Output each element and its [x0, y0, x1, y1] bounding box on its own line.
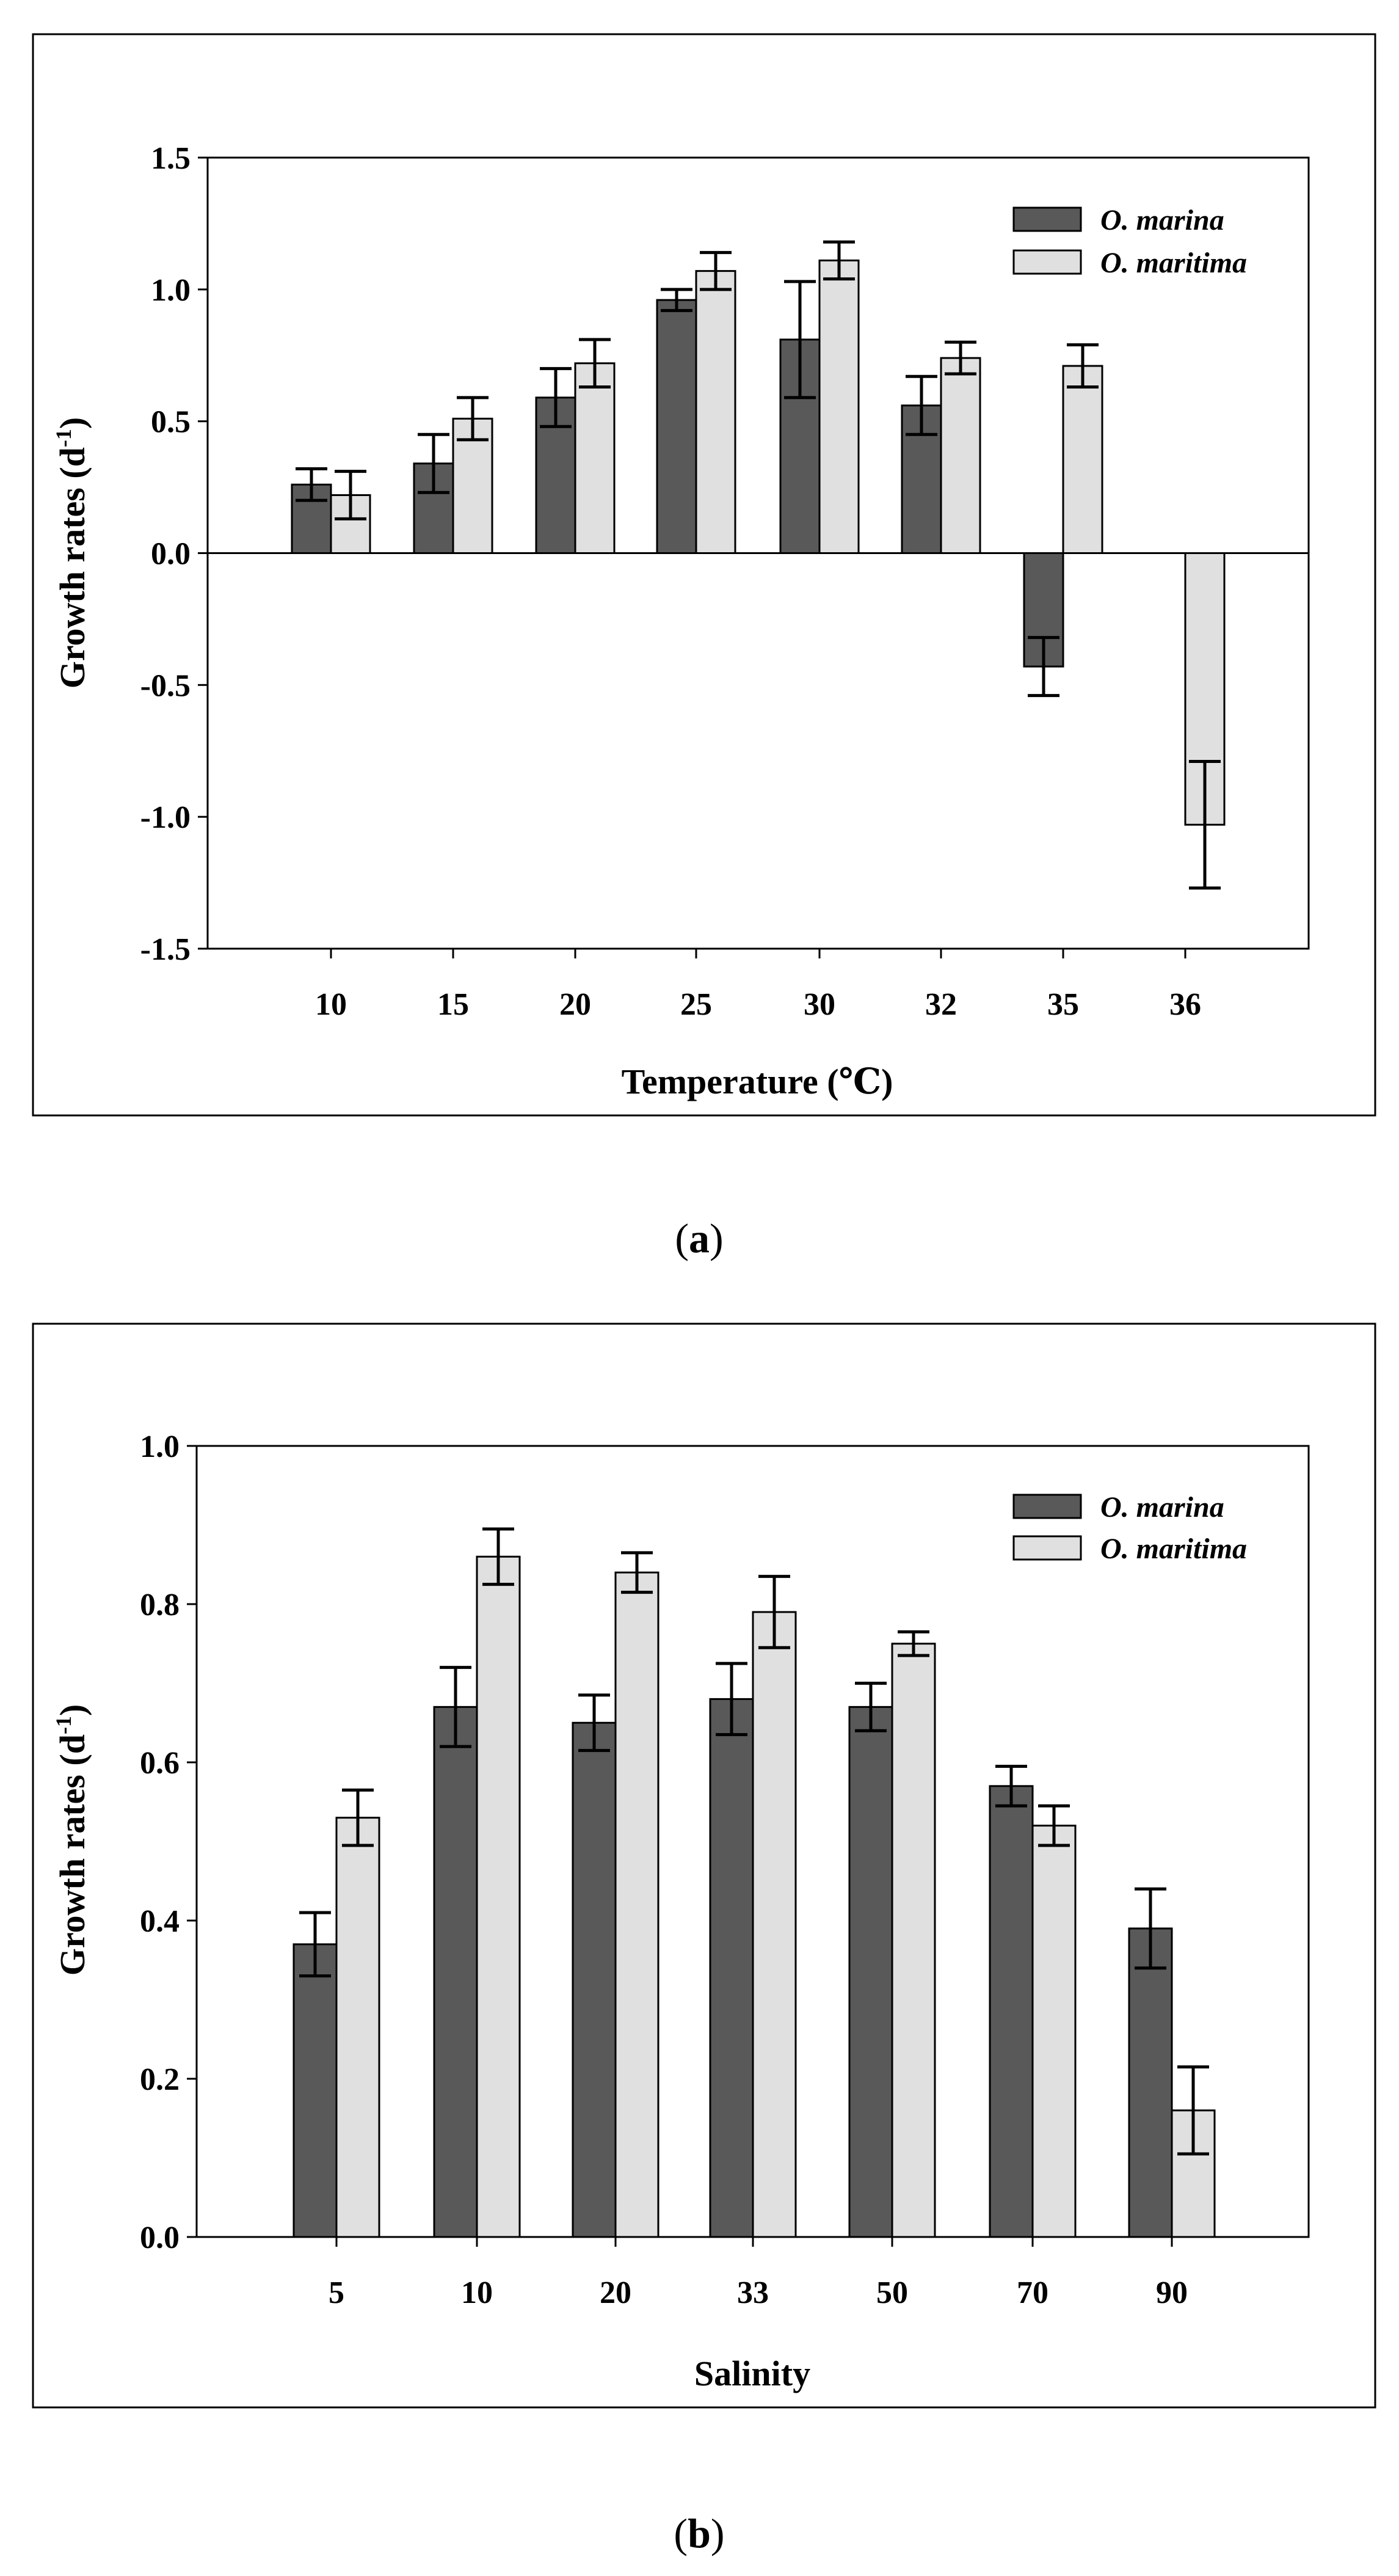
chart-panel-a: -1.5 -1.0 -0.5 0.0 0.5 1.0 1.5 10 15 20 25 30 32 35 3…: [33, 34, 1375, 1115]
b-x-tick-label: 20: [600, 2275, 631, 2310]
a-bar-series2: [575, 363, 614, 553]
panel-b-y-axis-title: Growth rates (d-1): [51, 1704, 92, 1976]
panel-a-y-axis-title: Growth rates (d-1): [51, 417, 92, 689]
b-bar-series2: [477, 1556, 520, 2237]
legend-a-swatch-series1: [1014, 208, 1081, 231]
a-bar-series2: [819, 260, 859, 553]
panel-a-frame: [33, 34, 1375, 1115]
a-bar-series2: [696, 271, 735, 553]
b-bar-series1: [573, 1723, 616, 2237]
legend-a-label-series1: O. marina: [1100, 204, 1224, 236]
a-y-tick-label: -1.0: [140, 800, 191, 835]
legend-b-swatch-series2: [1014, 1536, 1081, 1560]
b-y-tick-label: 0.2: [140, 2062, 180, 2097]
b-x-tick-label: 5: [329, 2275, 344, 2310]
b-bar-series2: [616, 1572, 658, 2237]
b-y-tick-label: 0.4: [140, 1904, 180, 1939]
a-x-tick-label: 25: [680, 987, 712, 1022]
a-y-tick-label: 0.5: [151, 405, 191, 440]
panel-b-x-axis-title: Salinity: [694, 2354, 810, 2393]
a-x-tick-label: 15: [437, 987, 469, 1022]
a-x-tick-label: 32: [925, 987, 957, 1022]
a-y-tick-label: 1.0: [151, 273, 191, 308]
b-bar-series1: [434, 1707, 477, 2237]
a-y-tick-label: -1.5: [140, 932, 191, 967]
legend-a-label-series2: O. maritima: [1100, 247, 1247, 279]
b-x-tick-label: 70: [1017, 2275, 1048, 2310]
a-y-tick-label: -0.5: [140, 668, 191, 703]
panel-label-b: (b): [674, 2510, 724, 2556]
b-bar-series2: [1033, 1826, 1075, 2237]
a-x-tick-label: 35: [1047, 987, 1079, 1022]
panel-b-frame: [33, 1324, 1375, 2407]
panel-a-x-axis-title: Temperature (℃): [622, 1062, 893, 1101]
b-x-tick-label: 33: [737, 2275, 769, 2310]
b-bar-series1: [294, 1944, 336, 2237]
legend-b-label-series1: O. marina: [1100, 1491, 1224, 1523]
b-x-tick-label: 10: [461, 2275, 493, 2310]
b-x-tick-label: 90: [1156, 2275, 1188, 2310]
a-x-tick-label: 36: [1169, 987, 1201, 1022]
b-y-tick-label: 0.0: [140, 2220, 180, 2255]
b-y-tick-label: 1.0: [140, 1429, 180, 1464]
b-bar-series2: [892, 1644, 935, 2237]
a-bar-series2: [941, 358, 980, 553]
figure: -1.5 -1.0 -0.5 0.0 0.5 1.0 1.5 10 15 20 25 30 32 35 3…: [0, 0, 1399, 2576]
chart-panel-b: 0.0 0.2 0.4 0.6 0.8 1.0 5 10 20 33 50 70 90 O. mari…: [33, 1324, 1375, 2407]
b-bar-series2: [336, 1818, 379, 2237]
a-bar-series1: [657, 300, 696, 553]
b-bar-series2: [753, 1612, 796, 2237]
a-x-tick-label: 20: [559, 987, 591, 1022]
panel-label-a: (a): [675, 1215, 723, 1261]
legend-b-label-series2: O. maritima: [1100, 1533, 1247, 1565]
a-y-tick-label: 0.0: [151, 537, 191, 572]
a-x-tick-label: 30: [804, 987, 835, 1022]
legend-a-swatch-series2: [1014, 250, 1081, 274]
b-bar-series1: [849, 1707, 892, 2237]
b-bar-series1: [1129, 1928, 1172, 2237]
b-y-tick-label: 0.6: [140, 1746, 180, 1781]
legend-b-swatch-series1: [1014, 1495, 1081, 1518]
b-bar-series1: [710, 1699, 753, 2237]
b-bar-series1: [990, 1786, 1033, 2237]
b-y-tick-label: 0.8: [140, 1588, 180, 1622]
b-x-tick-label: 50: [876, 2275, 908, 2310]
a-x-tick-label: 10: [315, 987, 347, 1022]
a-bar-series2: [1063, 366, 1102, 553]
a-y-tick-label: 1.5: [151, 141, 191, 176]
